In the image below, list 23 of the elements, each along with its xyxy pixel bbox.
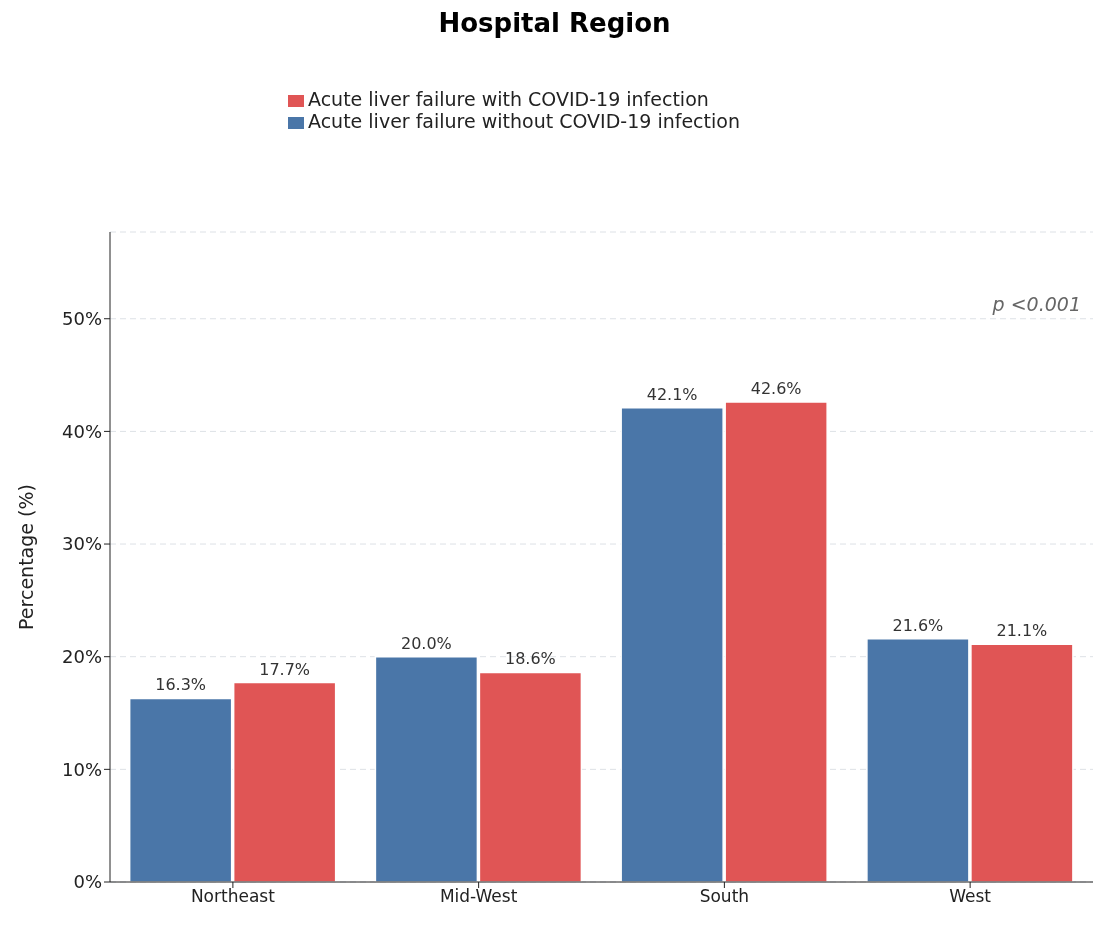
y-tick-label: 50% <box>61 308 102 330</box>
y-tick-label: 20% <box>61 646 102 668</box>
legend-label: Acute liver failure without COVID-19 infection <box>308 110 740 132</box>
x-tick-label: Mid-West <box>439 886 518 907</box>
data-label: 42.6% <box>750 379 802 399</box>
data-label: 42.1% <box>646 384 698 404</box>
y-axis-title: Percentage (%) <box>14 484 37 630</box>
data-label: 17.7% <box>259 659 311 679</box>
legend-label: Acute liver failure with COVID-19 infection <box>308 88 709 110</box>
y-tick-label: 10% <box>61 758 102 780</box>
y-tick-label: 30% <box>61 533 102 555</box>
y-tick-label: 40% <box>61 420 102 442</box>
data-label: 20.0% <box>401 633 452 653</box>
x-tick-label: Northeast <box>190 886 276 907</box>
x-tick-label: South <box>699 886 750 907</box>
data-label: 18.6% <box>505 649 556 669</box>
chart-title: Hospital Region <box>437 8 672 40</box>
y-tick-label: 0% <box>73 871 102 893</box>
data-label: 21.6% <box>892 615 944 635</box>
annotation: p <0.001 <box>992 293 1081 315</box>
data-label: 16.3% <box>155 675 207 695</box>
data-label: 21.1% <box>996 621 1048 641</box>
x-tick-label: West <box>949 886 992 907</box>
